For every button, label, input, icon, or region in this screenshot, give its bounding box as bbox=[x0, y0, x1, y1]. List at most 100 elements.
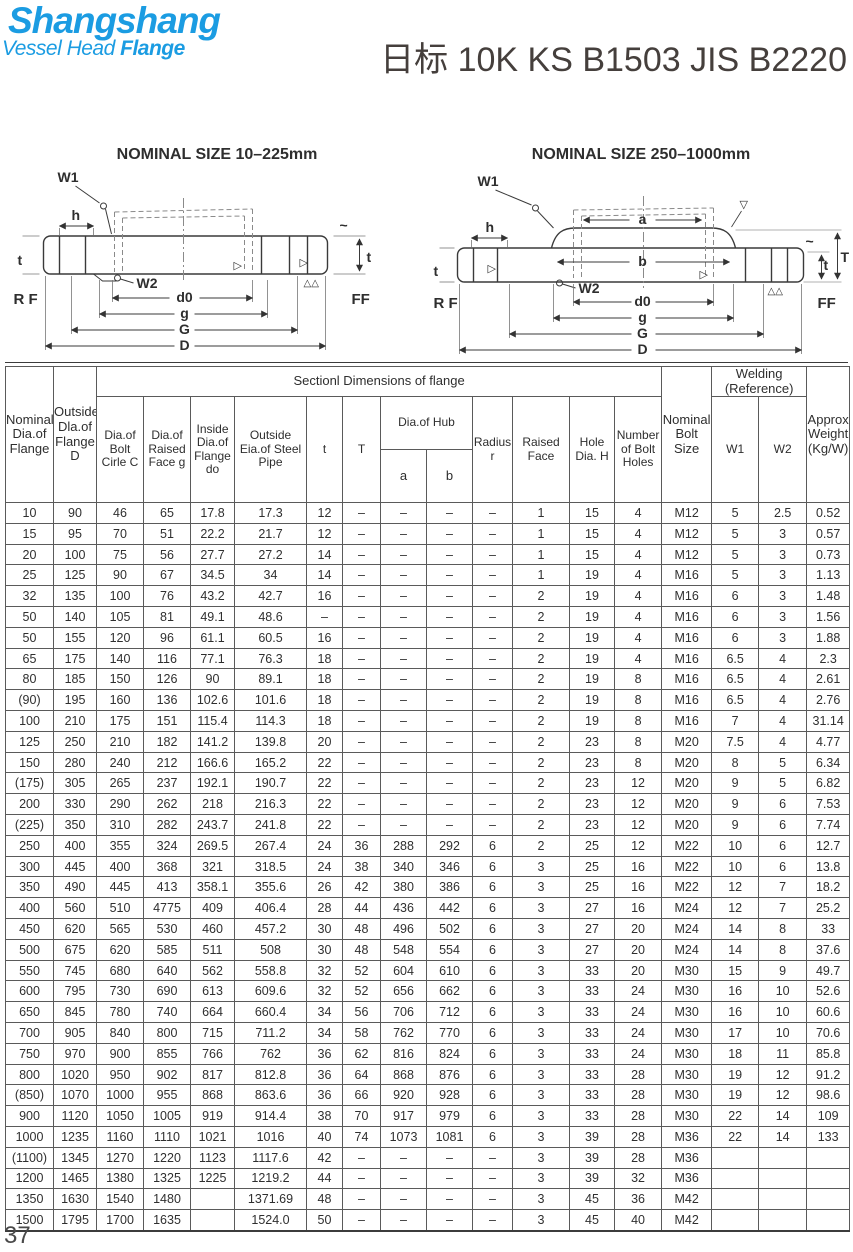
table-cell: 656 bbox=[380, 980, 427, 1003]
table-cell bbox=[711, 1146, 760, 1169]
table-cell: 17.3 bbox=[234, 502, 307, 524]
table-cell: 565 bbox=[96, 918, 144, 940]
table-row: 10 90 46 65 17.8 17.3 12– – – –1 15 4 M12 5 2.5 0.52 bbox=[5, 502, 851, 524]
table-cell: 928 bbox=[426, 1084, 473, 1107]
table-cell: – bbox=[472, 1167, 513, 1190]
table-cell bbox=[711, 1188, 760, 1211]
col-header-hub-a: a bbox=[380, 449, 427, 504]
table-cell: 5 bbox=[711, 502, 760, 524]
table-row: 1200 1465 1380 1325 1225 1219.2 44– – – –3 39 32 M36 bbox=[5, 1167, 851, 1190]
table-cell: 3 bbox=[512, 1042, 570, 1065]
table-cell: 4 bbox=[758, 710, 808, 732]
table-cell: 442 bbox=[426, 897, 473, 920]
table-cell: – bbox=[426, 522, 473, 545]
table-cell: M30 bbox=[661, 1063, 713, 1086]
table-cell: 27.7 bbox=[190, 543, 235, 566]
diagram-large-sizes: NOMINAL SIZE 250–1000mm a bbox=[432, 146, 850, 369]
table-cell: 1700 bbox=[96, 1209, 144, 1232]
table-cell: 346 bbox=[426, 855, 473, 878]
table-cell: 1325 bbox=[143, 1167, 191, 1190]
table-cell: 22 bbox=[711, 1126, 760, 1148]
table-cell: 6 bbox=[472, 1022, 513, 1044]
squiggle-mark: ~ bbox=[806, 233, 814, 249]
table-cell: 6 bbox=[472, 1042, 513, 1065]
table-cell: 62 bbox=[342, 1042, 381, 1065]
table-cell: – bbox=[472, 793, 513, 816]
dim-label-w2: W2 bbox=[137, 275, 158, 291]
table-cell: 2.61 bbox=[806, 668, 851, 691]
table-cell: 450 bbox=[5, 918, 54, 940]
table-cell: 6 bbox=[711, 585, 760, 608]
finish-triangle-icon: ▷ bbox=[234, 260, 243, 272]
table-cell: 1345 bbox=[53, 1146, 97, 1169]
table-cell: 192.1 bbox=[190, 772, 235, 795]
table-cell: – bbox=[380, 606, 427, 628]
table-cell: 400 bbox=[53, 834, 97, 857]
table-cell: 1117.6 bbox=[234, 1146, 307, 1169]
table-cell: 10 bbox=[711, 834, 760, 857]
table-cell: 1073 bbox=[380, 1126, 427, 1148]
table-cell: 1540 bbox=[96, 1188, 144, 1211]
table-cell: M24 bbox=[661, 897, 713, 920]
table-cell: 44 bbox=[306, 1167, 343, 1190]
table-cell: 42 bbox=[342, 876, 381, 899]
table-cell: (90) bbox=[5, 689, 54, 712]
table-cell: 1465 bbox=[53, 1167, 97, 1190]
table-cell: 140 bbox=[96, 647, 144, 670]
table-cell: – bbox=[380, 1188, 427, 1211]
finish-nabla-icon: ▽ bbox=[740, 199, 749, 211]
table-cell: M16 bbox=[661, 668, 713, 691]
table-cell: 4 bbox=[613, 606, 663, 628]
table-cell: M20 bbox=[661, 814, 713, 836]
table-cell: 292 bbox=[426, 834, 473, 857]
table-cell: 33 bbox=[569, 1042, 615, 1065]
table-cell: 22.2 bbox=[190, 522, 235, 545]
table-cell: 7.5 bbox=[711, 730, 760, 753]
table-cell: – bbox=[426, 647, 473, 670]
table-cell: 28 bbox=[613, 1105, 663, 1127]
table-cell: 6 bbox=[472, 980, 513, 1003]
table-cell: 34 bbox=[306, 1001, 343, 1024]
table-cell: M22 bbox=[661, 855, 713, 878]
table-cell: 902 bbox=[143, 1063, 191, 1086]
table-cell: 100 bbox=[53, 543, 97, 566]
table-cell: – bbox=[380, 626, 427, 649]
table-cell: 19 bbox=[569, 564, 615, 587]
table-cell: 550 bbox=[5, 959, 54, 982]
table-cell: 39 bbox=[569, 1146, 615, 1169]
table-cell: 42.7 bbox=[234, 585, 307, 608]
table-cell: 48 bbox=[342, 938, 381, 961]
table-cell: 700 bbox=[5, 1022, 54, 1044]
table-cell: – bbox=[342, 564, 381, 587]
table-cell: 125 bbox=[53, 564, 97, 587]
table-cell: 126 bbox=[143, 668, 191, 691]
table-cell: 17.8 bbox=[190, 502, 235, 524]
table-cell: 15 bbox=[569, 502, 615, 524]
table-cell bbox=[190, 1209, 235, 1232]
page-title: 日标 10K KS B1503 JIS B2220 bbox=[380, 41, 847, 79]
table-cell: 24 bbox=[306, 855, 343, 878]
table-cell: 195 bbox=[53, 689, 97, 712]
table-cell: 7 bbox=[758, 897, 808, 920]
table-cell: 241.8 bbox=[234, 814, 307, 836]
group-header-hub: Dia.of Hub bbox=[380, 396, 473, 451]
table-cell: – bbox=[426, 710, 473, 732]
table-cell: 27.2 bbox=[234, 543, 307, 566]
table-cell: 355 bbox=[96, 834, 144, 857]
table-cell: 8 bbox=[613, 668, 663, 691]
table-cell: 914.4 bbox=[234, 1105, 307, 1127]
table-cell: – bbox=[380, 814, 427, 836]
table-cell: 6 bbox=[472, 1063, 513, 1086]
table-row: 800 1020 950 902 817 812.8 36 64 868 876 6 3 33 28 M30… bbox=[5, 1063, 851, 1086]
table-cell: 28 bbox=[613, 1063, 663, 1086]
table-cell: 19 bbox=[569, 689, 615, 712]
table-cell: 10 bbox=[5, 502, 54, 524]
table-cell: 28 bbox=[613, 1146, 663, 1169]
table-cell: 816 bbox=[380, 1042, 427, 1065]
table-cell: 109 bbox=[806, 1105, 851, 1127]
dim-label-D: D bbox=[179, 337, 189, 353]
table-cell: 166.6 bbox=[190, 751, 235, 774]
table-cell: 2 bbox=[512, 585, 570, 608]
table-cell: 730 bbox=[96, 980, 144, 1003]
table-cell: 65 bbox=[143, 502, 191, 524]
